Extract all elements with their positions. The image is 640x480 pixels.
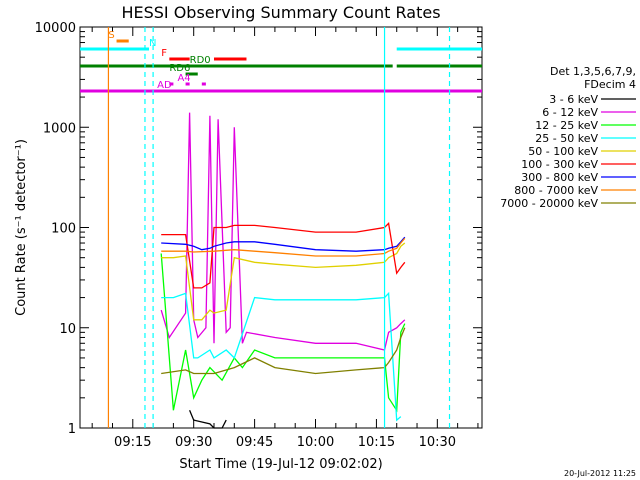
x-tick-label: 10:30 — [419, 435, 456, 450]
y-tick-label: 10000 — [35, 21, 76, 36]
series-line-8 — [161, 327, 406, 375]
series-line-4 — [161, 242, 406, 321]
y-tick-label: 10 — [59, 322, 76, 337]
timestamp: 20-Jul-2012 11:25 — [564, 469, 636, 478]
legend-label: 7000 - 20000 keV — [500, 197, 598, 210]
flag-label: A4 — [177, 73, 190, 84]
legend-label: 100 - 300 keV — [521, 158, 598, 171]
legend-label: 12 - 25 keV — [535, 119, 598, 132]
legend-label: 50 - 100 keV — [528, 145, 598, 158]
legend-label: 6 - 12 keV — [542, 106, 598, 119]
x-tick-label: 09:45 — [236, 435, 273, 450]
chart-title: HESSI Observing Summary Count Rates — [121, 3, 440, 22]
flag-label: RD6 — [169, 63, 190, 74]
y-axis-label: Count Rate (s⁻¹ detector⁻¹) — [14, 139, 29, 316]
series-line-3 — [161, 291, 402, 422]
x-tick-label: 09:15 — [114, 435, 151, 450]
flag-label: S — [108, 30, 114, 41]
series-line-6 — [161, 236, 406, 252]
flag-label: N — [149, 38, 156, 49]
series-line-0 — [189, 410, 227, 429]
flag-label: F — [161, 48, 167, 59]
legend-label: 800 - 7000 keV — [514, 184, 598, 197]
series-line-7 — [161, 237, 406, 257]
flag-label: AD — [157, 80, 172, 91]
x-tick-label: 10:15 — [358, 435, 395, 450]
series-line-5 — [161, 222, 406, 289]
x-axis-label: Start Time (19-Jul-12 09:02:02) — [179, 457, 382, 472]
y-tick-label: 1000 — [43, 121, 76, 136]
legend-header: Det 1,3,5,6,7,9, — [550, 65, 636, 78]
y-tick-label: 1 — [68, 422, 76, 437]
x-tick-label: 09:30 — [175, 435, 212, 450]
x-tick-label: 10:00 — [297, 435, 334, 450]
legend-label: 300 - 800 keV — [521, 171, 598, 184]
legend-label: 3 - 6 keV — [549, 93, 598, 106]
legend-header: FDecim 4 — [584, 78, 636, 91]
series-line-1 — [160, 112, 406, 351]
legend-label: 25 - 50 keV — [535, 132, 598, 145]
flag-label: RD0 — [190, 55, 211, 66]
y-tick-label: 100 — [51, 222, 76, 237]
series-line-2 — [160, 253, 406, 413]
